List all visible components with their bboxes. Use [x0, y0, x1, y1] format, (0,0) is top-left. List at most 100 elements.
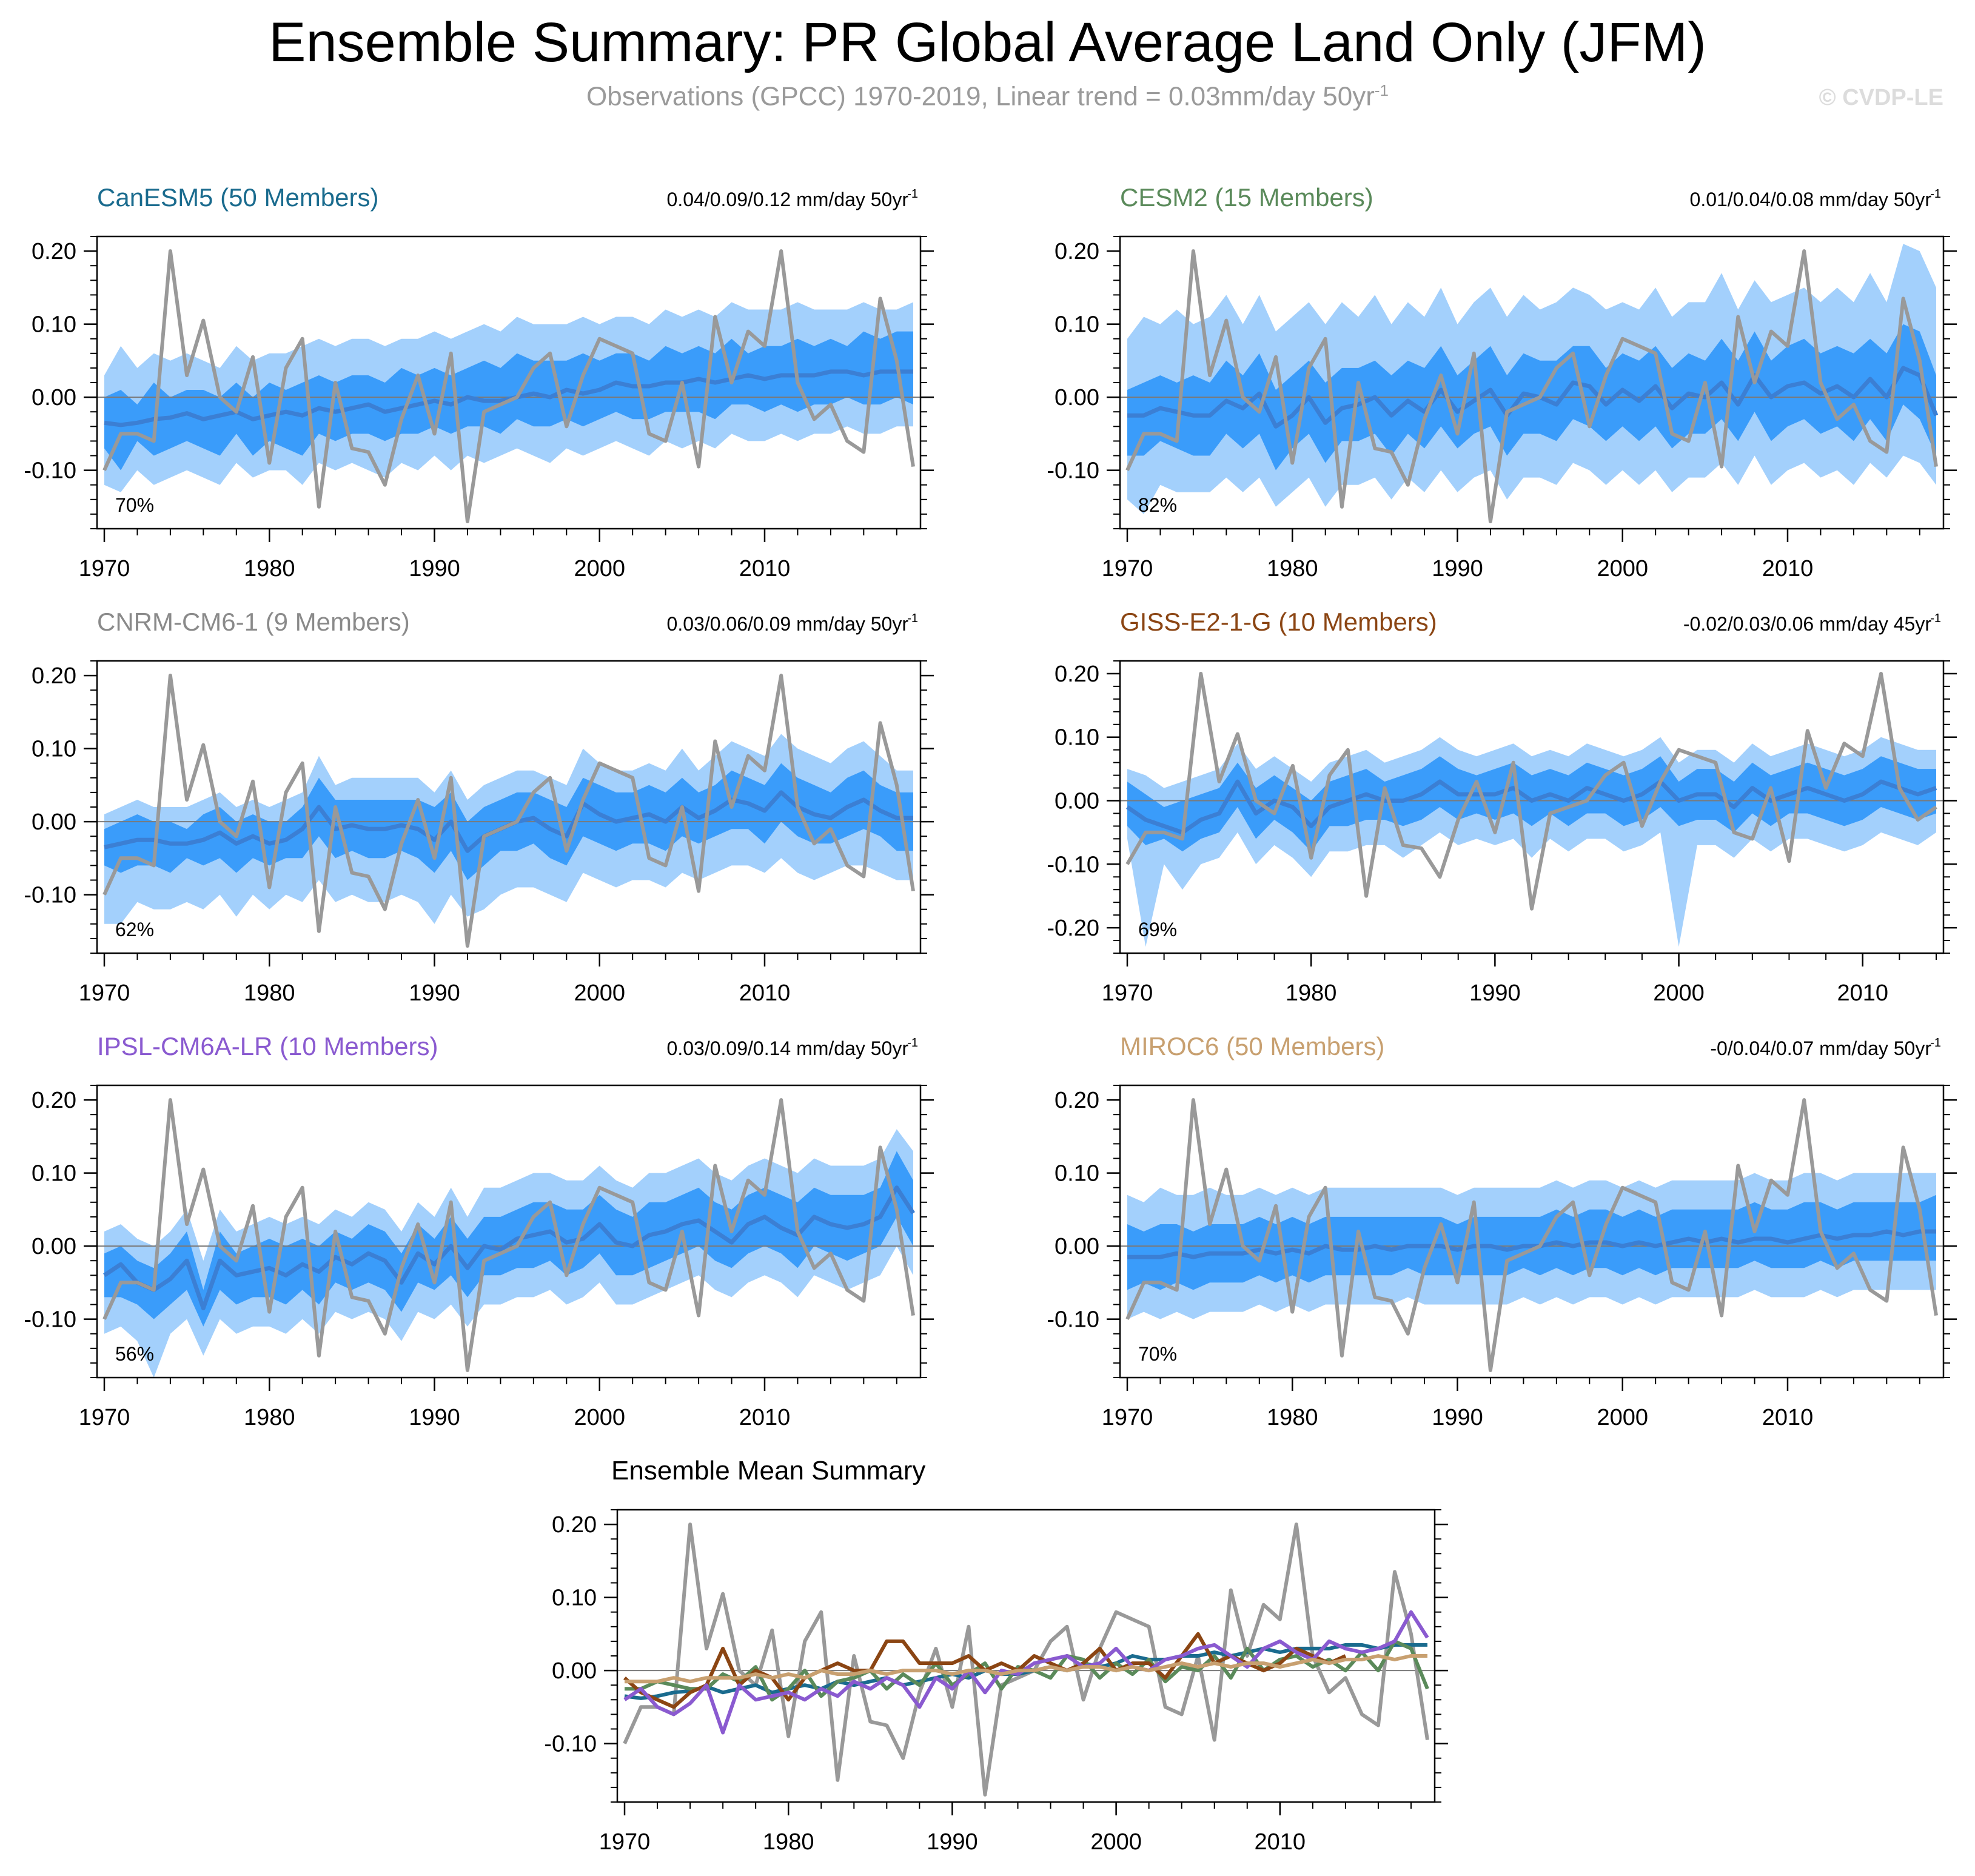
x-tick-label: 1980 — [1267, 556, 1318, 581]
x-tick-label: 1980 — [244, 980, 295, 1006]
chart-panel-5: MIROC6 (50 Members) -0/0.04/0.07 mm/day 5… — [1047, 1032, 1957, 1430]
x-tick-label: 1970 — [599, 1829, 651, 1855]
y-tick-label: 0.00 — [32, 809, 76, 835]
y-tick-label: 0.00 — [32, 385, 76, 410]
y-tick-label: 0.10 — [32, 737, 76, 762]
subtitle-superscript: -1 — [1374, 81, 1389, 99]
y-tick-label: -0.20 — [1047, 916, 1099, 941]
x-tick-label: 2010 — [1255, 1829, 1306, 1855]
observations-line — [1125, 249, 1938, 523]
panel-title: CESM2 (15 Members) — [1120, 183, 1373, 212]
panel-title: IPSL-CM6A-LR (10 Members) — [97, 1032, 438, 1060]
y-tick-label: -0.10 — [544, 1732, 597, 1757]
y-tick-label: 0.00 — [1055, 385, 1099, 410]
percent-label: 70% — [1138, 1343, 1177, 1365]
observations-line — [1125, 1098, 1938, 1372]
chart-panel-2: CNRM-CM6-1 (9 Members) 0.03/0.06/0.09 mm/… — [24, 608, 934, 1006]
inner-spread-band — [104, 1151, 913, 1327]
y-tick-label: -0.10 — [1047, 852, 1099, 877]
x-tick-label: 1970 — [79, 1405, 130, 1430]
ensemble-mean-line — [103, 1185, 915, 1310]
x-tick-label: 2000 — [1597, 1405, 1648, 1430]
x-tick-label: 1980 — [1286, 980, 1337, 1006]
x-tick-label: 1980 — [763, 1829, 814, 1855]
y-tick-label: 0.00 — [552, 1658, 597, 1684]
y-tick-label: 0.10 — [1055, 312, 1099, 338]
data-layer — [1120, 244, 1943, 523]
chart-panel-0: CanESM5 (50 Members) 0.04/0.09/0.12 mm/da… — [24, 183, 934, 581]
x-tick-label: 2000 — [574, 556, 625, 581]
observations-line — [102, 674, 915, 948]
y-tick-label: 0.10 — [1055, 1161, 1099, 1187]
trend-superscript: -1 — [1930, 612, 1941, 625]
trend-superscript: -1 — [907, 612, 918, 625]
percent-label: 69% — [1138, 919, 1177, 940]
x-tick-label: 2010 — [1837, 980, 1888, 1006]
chart-panel-6: Ensemble Mean Summary 0.20 0.10 0.00 -0.10 19… — [544, 1456, 1448, 1855]
x-tick-label: 1990 — [1432, 556, 1483, 581]
observations-line — [1125, 672, 1937, 911]
trend-superscript: -1 — [1930, 187, 1941, 201]
x-tick-label: 1990 — [409, 1405, 460, 1430]
page-title: Ensemble Summary: PR Global Average Land… — [269, 12, 1706, 73]
x-tick-label: 1970 — [1102, 1405, 1153, 1430]
trend-label: 0.03/0.09/0.14 mm/day 50yr — [667, 1037, 909, 1059]
x-tick-label: 1970 — [1102, 980, 1153, 1006]
panel-title: MIROC6 (50 Members) — [1120, 1032, 1384, 1060]
x-tick-label: 2000 — [574, 1405, 625, 1430]
x-tick-label: 2000 — [1597, 556, 1648, 581]
trend-label: 0.01/0.04/0.08 mm/day 50yr — [1690, 189, 1932, 210]
trend-superscript: -1 — [1930, 1036, 1941, 1050]
panel-title: CanESM5 (50 Members) — [97, 183, 378, 212]
y-tick-label: 0.10 — [1055, 725, 1099, 751]
percent-label: 70% — [115, 494, 154, 516]
panel-title: GISS-E2-1-G (10 Members) — [1120, 608, 1437, 636]
y-tick-label: -0.10 — [24, 883, 76, 908]
watermark: © CVDP-LE — [1819, 85, 1943, 110]
percent-label: 56% — [115, 1343, 154, 1365]
x-tick-label: 2010 — [739, 1405, 791, 1430]
y-tick-label: 0.10 — [552, 1586, 597, 1611]
x-tick-label: 1980 — [244, 556, 295, 581]
data-layer — [1120, 672, 1943, 947]
x-tick-label: 1970 — [1102, 556, 1153, 581]
chart-panel-4: IPSL-CM6A-LR (10 Members) 0.03/0.09/0.14 … — [24, 1032, 934, 1430]
y-tick-label: -0.10 — [1047, 458, 1099, 484]
x-tick-label: 1980 — [1267, 1405, 1318, 1430]
x-tick-label: 1990 — [409, 556, 460, 581]
subtitle-text: Observations (GPCC) 1970-2019, Linear tr… — [586, 81, 1375, 112]
observations-line — [102, 1098, 915, 1372]
x-tick-label: 2010 — [739, 556, 791, 581]
x-tick-label: 1990 — [1432, 1405, 1483, 1430]
trend-superscript: -1 — [907, 187, 918, 201]
x-tick-label: 2000 — [1653, 980, 1705, 1006]
data-layer — [97, 1098, 920, 1378]
trend-label: 0.03/0.06/0.09 mm/day 50yr — [667, 613, 909, 635]
panel-title: CNRM-CM6-1 (9 Members) — [97, 608, 410, 636]
x-tick-label: 1980 — [244, 1405, 295, 1430]
x-tick-label: 2010 — [739, 980, 791, 1006]
trend-superscript: -1 — [907, 1036, 918, 1050]
series-line-5 — [625, 1654, 1427, 1684]
x-tick-label: 2000 — [574, 980, 625, 1006]
data-layer — [1120, 1098, 1943, 1372]
y-tick-label: 0.20 — [552, 1512, 597, 1538]
x-tick-label: 2000 — [1090, 1829, 1142, 1855]
x-tick-label: 2010 — [1762, 556, 1814, 581]
trend-label: -0/0.04/0.07 mm/day 50yr — [1710, 1037, 1931, 1059]
chart-panel-1: CESM2 (15 Members) 0.01/0.04/0.08 mm/day … — [1047, 183, 1957, 581]
data-layer — [617, 1523, 1435, 1797]
y-tick-label: 0.20 — [1055, 662, 1099, 687]
y-tick-label: 0.10 — [32, 1161, 76, 1187]
x-tick-label: 1990 — [927, 1829, 978, 1855]
x-tick-label: 1970 — [79, 980, 130, 1006]
y-tick-label: -0.10 — [1047, 1307, 1099, 1333]
y-tick-label: 0.20 — [1055, 1088, 1099, 1113]
data-layer — [97, 249, 920, 523]
y-tick-label: 0.00 — [32, 1234, 76, 1259]
y-tick-label: -0.10 — [24, 1307, 76, 1333]
y-tick-label: 0.20 — [1055, 239, 1099, 264]
percent-label: 82% — [1138, 494, 1177, 516]
x-tick-label: 1970 — [79, 556, 130, 581]
